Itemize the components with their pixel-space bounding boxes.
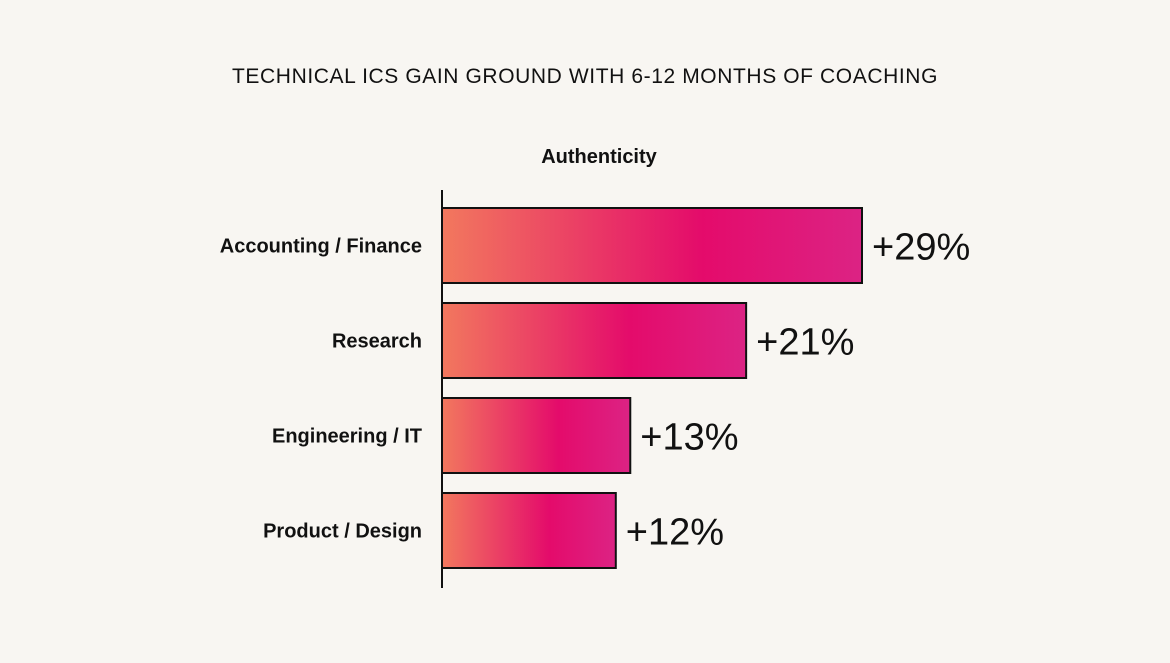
value-label-3: +12% (626, 512, 724, 554)
value-label-1: +21% (756, 322, 854, 364)
bars-layer: Accounting / Finance +29% Research +21% Engi… (220, 207, 970, 569)
bar-0 (441, 207, 863, 284)
chart-subtitle: Authenticity (541, 146, 657, 168)
chart-title: TECHNICAL ICS GAIN GROUND WITH 6-12 MONT… (232, 65, 938, 88)
category-label-3: Product / Design (263, 521, 422, 543)
value-label-2: +13% (640, 417, 738, 459)
category-label-1: Research (332, 331, 422, 353)
value-label-0: +29% (872, 227, 970, 269)
bar-1 (441, 302, 748, 379)
category-label-0: Accounting / Finance (220, 236, 422, 258)
category-label-2: Engineering / IT (272, 426, 422, 448)
bar-3 (441, 492, 617, 569)
bar-2 (441, 397, 632, 474)
